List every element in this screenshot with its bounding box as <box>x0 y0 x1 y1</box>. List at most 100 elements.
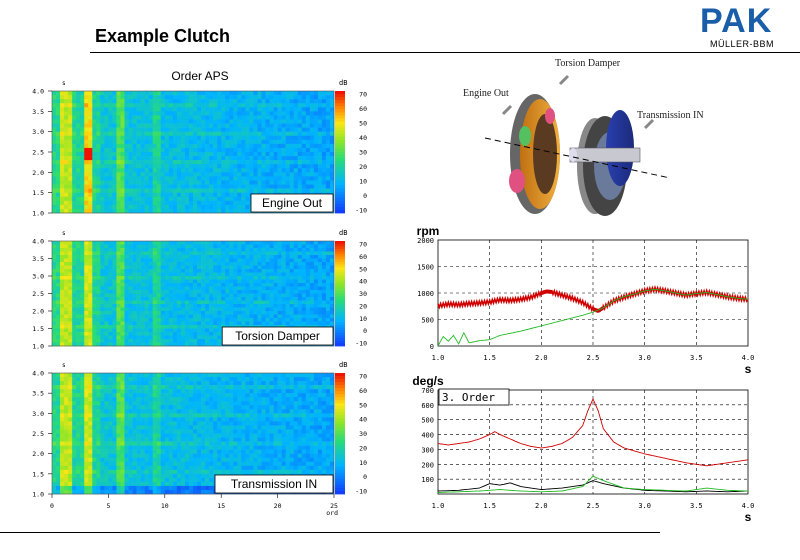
heatmap-cell <box>261 107 266 112</box>
heatmap-cell <box>84 300 89 305</box>
heatmap-cell <box>281 276 286 280</box>
heatmap-cell <box>209 172 214 177</box>
heatmap-cell <box>120 453 125 458</box>
heatmap-cell <box>180 156 186 161</box>
heatmap-cell <box>148 200 154 206</box>
heatmap-cell <box>221 244 226 249</box>
heatmap-cell <box>64 135 69 141</box>
heatmap-cell <box>68 265 73 270</box>
heatmap-cell <box>56 433 61 438</box>
heatmap-cell <box>180 307 186 312</box>
heatmap-cell <box>309 180 315 185</box>
heatmap-cell <box>237 192 242 198</box>
heatmap-cell <box>225 279 230 284</box>
heatmap-cell <box>321 265 327 270</box>
heatmap-cell <box>104 405 109 410</box>
heatmap-cell <box>144 283 149 287</box>
heatmap-cell <box>92 409 97 414</box>
heatmap-cell <box>293 95 299 100</box>
heatmap-cell <box>269 123 274 128</box>
heatmap-cell <box>164 251 170 256</box>
heatmap-cell <box>100 405 105 410</box>
heatmap-cell <box>269 139 274 145</box>
heatmap-cell <box>132 437 137 442</box>
heatmap-cell <box>221 258 226 263</box>
heatmap-cell <box>309 184 315 189</box>
heatmap-cell <box>96 119 101 124</box>
heatmap-cell <box>180 244 186 249</box>
heatmap-cell <box>325 244 331 249</box>
heatmap-cell <box>56 489 61 495</box>
heatmap-cell <box>188 300 194 305</box>
heatmap-cell <box>64 115 69 120</box>
heatmap-cell <box>249 244 254 249</box>
heatmap-cell <box>148 119 154 124</box>
heatmap-cell <box>120 489 125 495</box>
heatmap-cell <box>297 314 303 319</box>
heatmap-cell <box>52 304 57 308</box>
heatmap-cell <box>116 417 121 422</box>
heatmap-cell <box>132 421 137 426</box>
heatmap-cell <box>249 293 254 298</box>
heatmap-cell <box>176 196 182 202</box>
heatmap-cell <box>56 441 61 446</box>
heatmap-cell <box>176 272 182 277</box>
heatmap-cell <box>52 241 57 245</box>
heatmap-cell <box>293 111 299 116</box>
heatmap-cell <box>152 188 158 193</box>
heatmap-cell <box>188 147 194 153</box>
heatmap-cell <box>84 127 89 132</box>
heatmap-cell <box>124 147 129 153</box>
heatmap-cell <box>233 196 238 202</box>
heatmap-cell <box>301 107 307 112</box>
heatmap-cell <box>329 139 335 145</box>
colorbar-segment <box>335 197 345 202</box>
heatmap-cell <box>72 342 77 347</box>
heatmap-cell <box>88 127 93 132</box>
heatmap-cell <box>233 127 238 132</box>
heatmap-cell <box>60 429 65 434</box>
heatmap-y-tick-label: 1.0 <box>32 343 44 351</box>
heatmap-cell <box>52 429 57 434</box>
heatmap-cell <box>261 164 266 169</box>
heatmap-cell <box>289 160 295 165</box>
heatmap-cell <box>84 445 89 450</box>
heatmap-cell <box>64 95 69 100</box>
heatmap-label: Torsion Damper <box>235 329 320 343</box>
heatmap-cell <box>317 164 323 169</box>
heatmap-cell <box>56 461 61 467</box>
heatmap-cell <box>180 176 186 181</box>
heatmap-cell <box>265 180 270 185</box>
heatmap-cell <box>108 413 113 418</box>
heatmap-cell <box>285 115 290 120</box>
heatmap-cell <box>112 381 117 386</box>
heatmap-cell <box>76 481 81 487</box>
heatmap-cell <box>317 99 323 104</box>
heatmap-cell <box>205 311 210 315</box>
heatmap-cell <box>253 95 258 100</box>
heatmap-cell <box>124 293 129 298</box>
heatmap-cell <box>249 172 254 177</box>
colorbar-segment <box>335 296 345 300</box>
heatmap-cell <box>80 453 85 458</box>
heatmap-cell <box>180 147 186 153</box>
heatmap-cell <box>221 147 226 153</box>
heatmap-cell <box>193 168 198 173</box>
rotation-axis <box>484 137 671 179</box>
heatmap-cell <box>225 184 230 189</box>
heatmap-cell <box>233 103 238 108</box>
heatmap-cell <box>221 307 226 312</box>
heatmap-cell <box>273 160 278 165</box>
heatmap-cell <box>124 441 129 446</box>
heatmap-cell <box>72 421 77 426</box>
heatmap-cell <box>257 176 262 181</box>
heatmap-cell <box>285 300 290 305</box>
heatmap-cell <box>80 204 85 210</box>
heatmap-cell <box>96 477 101 483</box>
heatmap-cell <box>108 192 113 198</box>
heatmap-cell <box>80 477 85 483</box>
heatmap-cell <box>56 156 61 161</box>
heatmap-cell <box>112 417 117 422</box>
heatmap-cell <box>64 409 69 414</box>
heatmap-cell <box>277 95 282 100</box>
